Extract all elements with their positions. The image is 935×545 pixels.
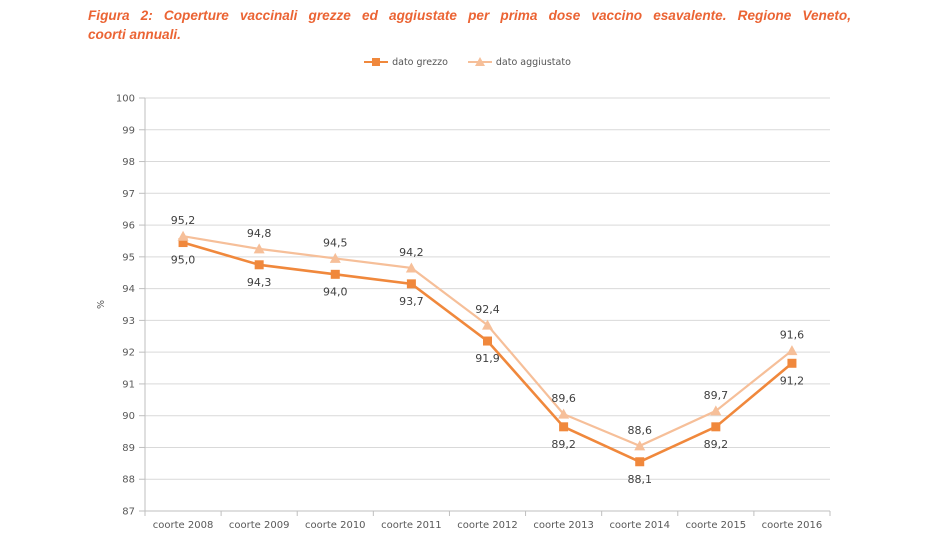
y-tick-label: 96 bbox=[122, 221, 135, 232]
triangle-marker-icon bbox=[558, 408, 570, 419]
legend-square-icon bbox=[364, 56, 389, 68]
data-label: 94,5 bbox=[323, 236, 348, 249]
data-label: 89,6 bbox=[551, 392, 576, 405]
data-label: 91,6 bbox=[780, 329, 805, 342]
y-tick-label: 95 bbox=[122, 252, 135, 263]
x-category-label: coorte 2009 bbox=[229, 520, 290, 531]
data-label: 95,2 bbox=[171, 214, 196, 227]
x-category-label: coorte 2012 bbox=[457, 520, 518, 531]
square-marker-icon bbox=[330, 269, 340, 279]
y-tick-label: 100 bbox=[116, 94, 135, 105]
data-label: 89,7 bbox=[704, 389, 729, 402]
legend-item-dato-grezzo: dato grezzo bbox=[364, 56, 448, 68]
triangle-marker-icon bbox=[482, 319, 493, 330]
y-tick-label: 89 bbox=[122, 443, 135, 454]
y-tick-label: 87 bbox=[122, 507, 135, 518]
data-label: 91,2 bbox=[780, 374, 805, 387]
x-category-label: coorte 2010 bbox=[305, 520, 366, 531]
y-tick-label: 92 bbox=[122, 348, 135, 359]
data-label: 92,4 bbox=[475, 303, 500, 316]
x-category-label: coorte 2016 bbox=[762, 520, 823, 531]
figure-caption-line1: Figura 2: Coperture vaccinali grezze ed … bbox=[88, 8, 851, 23]
data-label: 88,6 bbox=[627, 424, 652, 437]
triangle-marker-icon bbox=[253, 243, 265, 254]
square-marker-icon bbox=[711, 422, 721, 432]
y-tick-label: 91 bbox=[122, 379, 135, 390]
triangle-marker-icon bbox=[405, 262, 417, 273]
x-category-label: coorte 2014 bbox=[609, 520, 670, 531]
data-label: 88,1 bbox=[627, 473, 652, 486]
y-tick-label: 98 bbox=[122, 157, 135, 168]
x-category-label: coorte 2015 bbox=[686, 520, 747, 531]
triangle-marker-icon bbox=[710, 405, 722, 416]
triangle-marker-icon bbox=[329, 252, 341, 263]
y-axis-title: % bbox=[96, 300, 107, 309]
data-label: 94,8 bbox=[247, 227, 272, 240]
square-marker-icon bbox=[178, 238, 188, 248]
x-category-label: coorte 2011 bbox=[381, 520, 442, 531]
square-marker-icon bbox=[635, 457, 645, 467]
data-label: 89,2 bbox=[704, 438, 729, 451]
legend-triangle-icon bbox=[467, 56, 492, 68]
x-category-label: coorte 2013 bbox=[533, 520, 594, 531]
data-label: 93,7 bbox=[399, 295, 424, 308]
y-tick-label: 88 bbox=[122, 475, 135, 486]
figure-caption-line2: coorti annuali. bbox=[88, 27, 181, 42]
triangle-marker-icon bbox=[177, 230, 189, 241]
square-marker-icon bbox=[406, 279, 416, 289]
data-label: 94,0 bbox=[323, 285, 348, 298]
data-label: 91,9 bbox=[475, 352, 500, 365]
square-marker-icon bbox=[483, 336, 492, 346]
legend-label: dato aggiustato bbox=[495, 56, 571, 68]
data-label: 94,3 bbox=[247, 276, 272, 289]
y-tick-label: 99 bbox=[122, 125, 135, 136]
y-tick-label: 94 bbox=[122, 284, 135, 295]
square-marker-icon bbox=[787, 358, 797, 368]
legend-label: dato grezzo bbox=[392, 56, 448, 68]
data-label: 89,2 bbox=[551, 438, 576, 451]
square-marker-icon bbox=[254, 260, 264, 270]
triangle-marker-icon bbox=[786, 345, 798, 356]
x-category-label: coorte 2008 bbox=[153, 520, 214, 531]
y-tick-label: 90 bbox=[122, 411, 135, 422]
square-marker-icon bbox=[559, 422, 569, 432]
data-label: 94,2 bbox=[399, 246, 424, 259]
chart-legend: dato grezzo dato aggiustato bbox=[0, 54, 935, 70]
legend-item-dato-aggiustato: dato aggiustato bbox=[467, 56, 571, 68]
y-tick-label: 97 bbox=[122, 189, 135, 200]
figure-caption: Figura 2: Coperture vaccinali grezze ed … bbox=[88, 6, 851, 44]
triangle-marker-icon bbox=[634, 440, 646, 451]
data-label: 95,0 bbox=[171, 254, 196, 267]
y-tick-label: 93 bbox=[122, 316, 135, 327]
